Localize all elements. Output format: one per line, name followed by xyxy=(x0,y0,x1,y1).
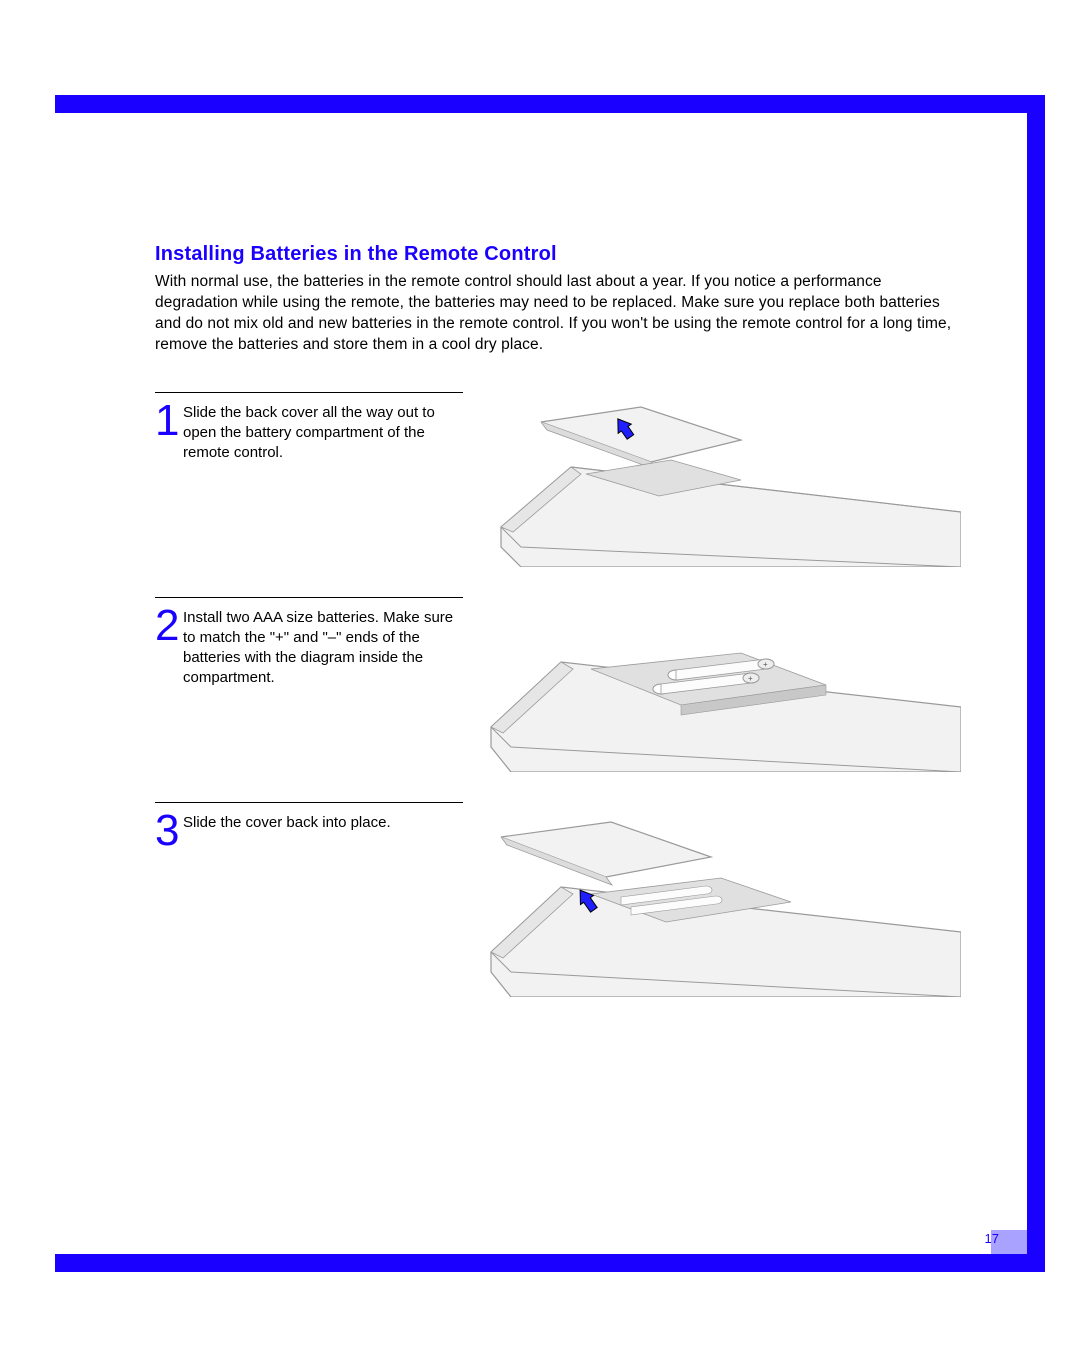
content-area: Installing Batteries in the Remote Contr… xyxy=(55,113,1027,997)
step-number: 3 xyxy=(155,811,183,851)
step-description: Install two AAA size batteries. Make sur… xyxy=(183,606,463,689)
step-number: 2 xyxy=(155,606,183,646)
step-1: 1 Slide the back cover all the way out t… xyxy=(155,392,967,567)
step-1-illustration xyxy=(463,392,967,567)
svg-text:+: + xyxy=(748,674,753,683)
section-heading: Installing Batteries in the Remote Contr… xyxy=(155,243,967,266)
step-3: 3 Slide the cover back into place. xyxy=(155,802,967,997)
step-2: 2 Install two AAA size batteries. Make s… xyxy=(155,597,967,772)
step-3-illustration xyxy=(463,802,967,997)
page-frame: Installing Batteries in the Remote Contr… xyxy=(55,95,1045,1272)
step-divider xyxy=(155,802,463,803)
intro-paragraph: With normal use, the batteries in the re… xyxy=(155,272,967,356)
step-number: 1 xyxy=(155,401,183,441)
svg-text:+: + xyxy=(763,660,768,669)
step-divider xyxy=(155,392,463,393)
step-2-illustration: + + xyxy=(463,597,967,772)
step-divider xyxy=(155,597,463,598)
page-number: 17 xyxy=(985,1231,999,1246)
step-description: Slide the cover back into place. xyxy=(183,811,391,833)
step-description: Slide the back cover all the way out to … xyxy=(183,401,463,464)
